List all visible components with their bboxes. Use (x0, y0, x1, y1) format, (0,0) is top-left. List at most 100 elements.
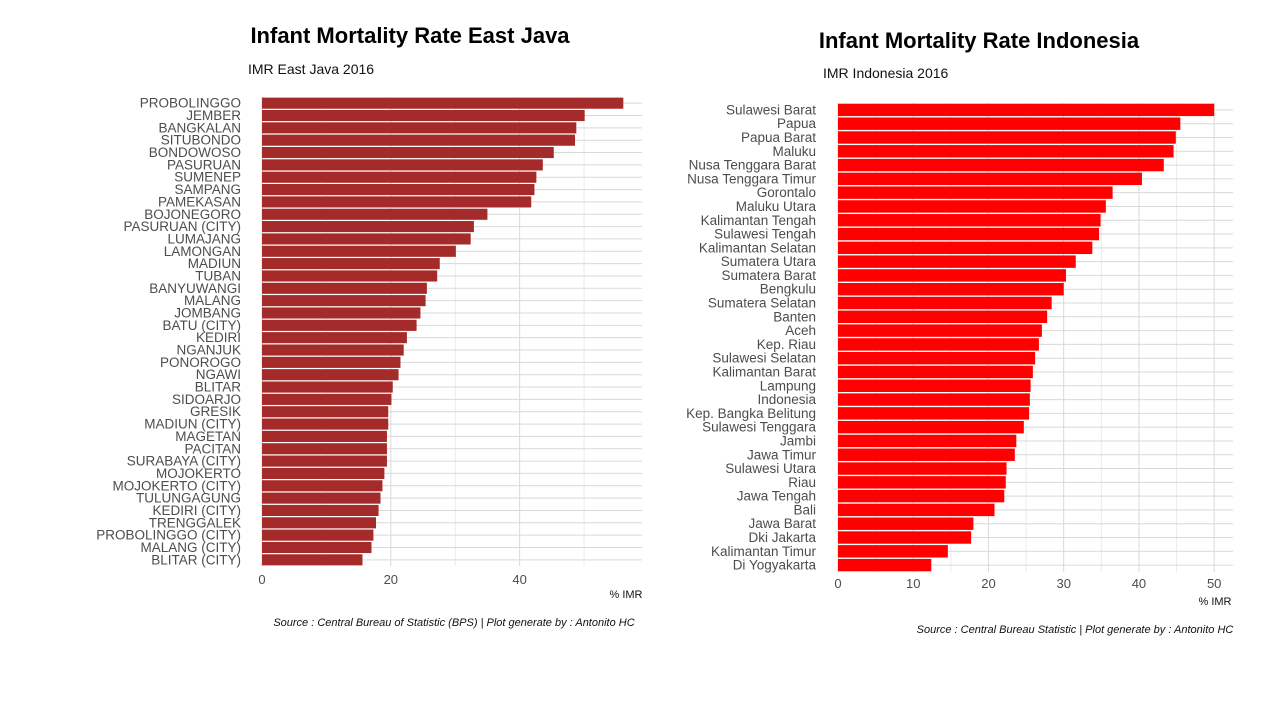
bar-madiun-city (262, 418, 389, 430)
category-label: PAMEKASAN (158, 194, 241, 209)
category-label: Banten (773, 309, 816, 324)
category-label: KEDIRI (196, 330, 241, 345)
category-label: Sumatera Utara (721, 254, 817, 269)
bar-papua (838, 117, 1181, 130)
category-label: Maluku Utara (736, 199, 817, 214)
bar-tulungagung (262, 492, 381, 504)
category-label: Papua (777, 116, 817, 131)
bar-ngawi (262, 369, 399, 381)
category-label: LUMAJANG (167, 231, 241, 246)
category-label: Di Yogyakarta (733, 558, 817, 573)
chart-subtitle: IMR Indonesia 2016 (823, 65, 949, 81)
category-label: MOJOKERTO (CITY) (112, 478, 241, 493)
category-label: Gorontalo (757, 185, 816, 200)
bar-mojokerto-city (262, 480, 383, 492)
bar-bangkalan (262, 122, 577, 134)
bar-kep-riau (838, 338, 1039, 351)
bar-malang (262, 295, 426, 307)
bar-batu-city (262, 319, 417, 331)
bar-pacitan (262, 443, 387, 455)
category-label: Sumatera Barat (721, 268, 816, 283)
category-label: MAGETAN (175, 429, 241, 444)
category-label: BONDOWOSO (149, 145, 241, 160)
category-label: TULUNGAGUNG (136, 491, 241, 506)
category-label: Nusa Tenggara Timur (687, 171, 816, 186)
bar-nusa-tenggara-barat (838, 158, 1164, 172)
category-label: Jawa Barat (748, 516, 816, 531)
bar-blitar (262, 381, 393, 393)
bar-sumenep (262, 171, 537, 183)
category-label: Sulawesi Utara (725, 461, 816, 476)
category-label: SIDOARJO (172, 392, 241, 407)
bar-sumatera-barat (838, 269, 1066, 282)
category-label: SUMENEP (174, 170, 241, 185)
category-label: Riau (788, 475, 816, 490)
bar-probolinggo (262, 97, 624, 109)
bar-malang-city (262, 541, 372, 554)
bar-kediri (262, 332, 407, 344)
category-label: BANYUWANGI (149, 281, 241, 296)
chart-caption: Source : Central Bureau of Statistic (BP… (273, 617, 634, 629)
bar-dki-jakarta (838, 531, 972, 544)
bar-sumatera-selatan (838, 296, 1052, 310)
bar-madiun (262, 258, 440, 270)
category-label: Papua Barat (741, 130, 816, 145)
bar-jawa-barat (838, 517, 974, 530)
bar-sulawesi-tenggara (838, 420, 1024, 434)
bar-tuban (262, 270, 438, 282)
x-tick-label: 20 (981, 576, 995, 591)
category-label: Jawa Timur (747, 447, 817, 462)
bar-kalimantan-barat (838, 365, 1033, 379)
category-label: Kalimantan Tengah (701, 213, 816, 228)
x-axis-label: % IMR (1199, 596, 1232, 608)
bar-magetan (262, 430, 387, 442)
x-tick-label: 40 (512, 572, 526, 587)
category-label: BOJONEGORO (144, 207, 241, 222)
bar-di-yogyakarta (838, 558, 932, 572)
bar-mojokerto (262, 467, 385, 479)
category-label: BATU (CITY) (163, 318, 242, 333)
category-label: MADIUN (CITY) (144, 417, 241, 432)
bar-trenggalek (262, 517, 376, 529)
bar-riau (838, 476, 1006, 489)
x-tick-label: 50 (1207, 576, 1221, 591)
category-label: Jawa Tengah (737, 489, 816, 504)
bar-gorontalo (838, 186, 1113, 199)
bar-sulawesi-tengah (838, 227, 1100, 241)
category-label: Kep. Bangka Belitung (686, 406, 816, 421)
bar-sampang (262, 184, 535, 196)
chart-title: Infant Mortality Rate Indonesia (819, 28, 1140, 53)
category-label: TRENGGALEK (149, 515, 241, 530)
category-label: BLITAR (195, 380, 242, 395)
category-label: JEMBER (186, 108, 241, 123)
bar-bengkulu (838, 283, 1064, 296)
category-label: Sulawesi Selatan (712, 351, 816, 366)
category-label: Kalimantan Selatan (699, 240, 816, 255)
category-label: Sulawesi Barat (726, 102, 816, 117)
bar-kediri-city (262, 504, 379, 517)
bar-sumatera-utara (838, 255, 1076, 268)
category-label: LAMONGAN (164, 244, 241, 259)
category-label: PONOROGO (160, 355, 241, 370)
chart-title: Infant Mortality Rate East Java (250, 23, 570, 48)
bar-lampung (838, 379, 1031, 392)
category-label: Aceh (785, 323, 816, 338)
bar-nganjuk (262, 344, 404, 356)
category-label: SITUBONDO (161, 133, 241, 148)
bar-kalimantan-tengah (838, 214, 1101, 227)
category-label: Nusa Tenggara Barat (689, 158, 817, 173)
bar-maluku (838, 145, 1174, 158)
bar-bojonegoro (262, 208, 488, 220)
bar-jember (262, 109, 585, 122)
bar-indonesia (838, 393, 1030, 406)
bar-pamekasan (262, 196, 532, 208)
bar-jambi (838, 434, 1017, 448)
bar-jombang (262, 307, 421, 319)
bar-banten (838, 310, 1048, 324)
category-label: PASURUAN (167, 157, 241, 172)
category-label: PROBOLINGGO (CITY) (96, 528, 241, 543)
bar-banyuwangi (262, 282, 427, 294)
category-label: Bengkulu (760, 282, 816, 297)
